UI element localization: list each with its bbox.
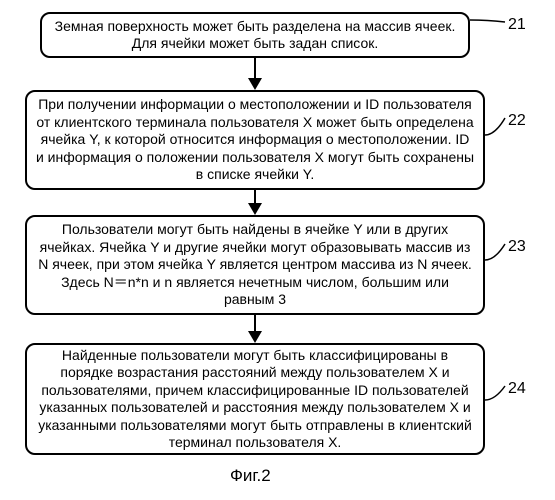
ref-label-21: 21 xyxy=(508,16,526,34)
label-leader-1 xyxy=(485,118,505,135)
flowchart-canvas: Земная поверхность может быть разделена … xyxy=(0,0,555,500)
flow-node-n24: Найденные пользователи могут быть класси… xyxy=(25,343,485,455)
edge-arrowhead-2 xyxy=(248,331,262,343)
label-leader-2 xyxy=(485,244,505,260)
flow-node-n22: При получении информации о местоположени… xyxy=(25,90,485,190)
flow-node-n23: Пользователи могут быть найдены в ячейке… xyxy=(25,215,485,315)
flow-node-n21: Земная поверхность может быть разделена … xyxy=(40,12,470,58)
flow-node-text-n24: Найденные пользователи могут быть класси… xyxy=(35,347,475,452)
flow-node-text-n23: Пользователи могут быть найдены в ячейке… xyxy=(35,221,475,309)
ref-label-22: 22 xyxy=(508,112,526,130)
flow-node-text-n22: При получении информации о местоположени… xyxy=(35,96,475,184)
figure-caption: Фиг.2 xyxy=(230,466,271,486)
edge-arrowhead-0 xyxy=(248,78,262,90)
label-leader-0 xyxy=(470,20,505,22)
ref-label-23: 23 xyxy=(508,238,526,256)
flow-node-text-n21: Земная поверхность может быть разделена … xyxy=(50,18,460,53)
label-leader-3 xyxy=(485,386,505,400)
edge-arrowhead-1 xyxy=(248,203,262,215)
ref-label-24: 24 xyxy=(508,380,526,398)
